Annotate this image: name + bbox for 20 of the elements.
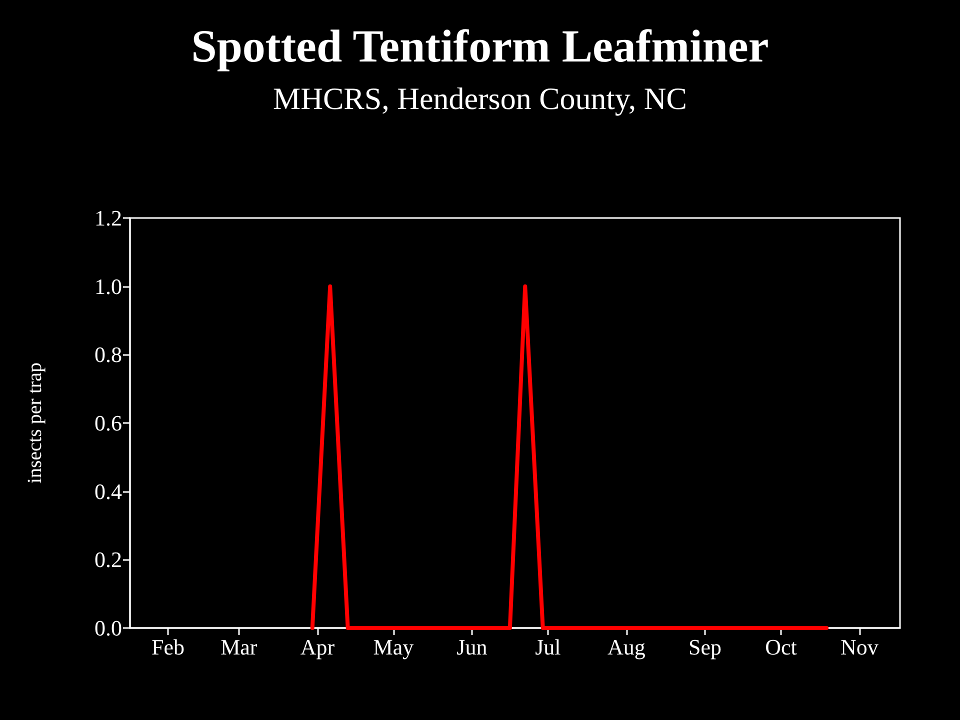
x-tick-label: Apr [300, 634, 336, 660]
y-tick-label: 1.0 [94, 274, 122, 299]
x-tick-label: Jun [456, 634, 488, 660]
x-tick-label: Feb [151, 634, 184, 660]
x-tick-label: Jul [535, 634, 561, 660]
x-tick-label: Sep [688, 634, 722, 660]
y-tick-label: 0.8 [94, 342, 122, 368]
y-tick-label: 1.2 [94, 206, 122, 230]
x-tick-label: Mar [220, 634, 258, 660]
y-tick-label: 0.6 [94, 410, 122, 436]
chart-subtitle: MHCRS, Henderson County, NC [273, 81, 687, 116]
chart-title: Spotted Tentiform Leafminer [191, 20, 769, 72]
x-tick-label: Oct [765, 634, 797, 660]
x-tick-label: May [373, 634, 414, 660]
x-tick-label: Aug [608, 634, 646, 660]
x-tick-label: Nov [840, 634, 878, 660]
y-tick-label: 0.2 [94, 547, 122, 572]
y-axis-title: insects per trap [24, 362, 46, 484]
y-tick-label: 0.4 [94, 478, 122, 504]
y-tick-label: 0.0 [94, 616, 122, 640]
